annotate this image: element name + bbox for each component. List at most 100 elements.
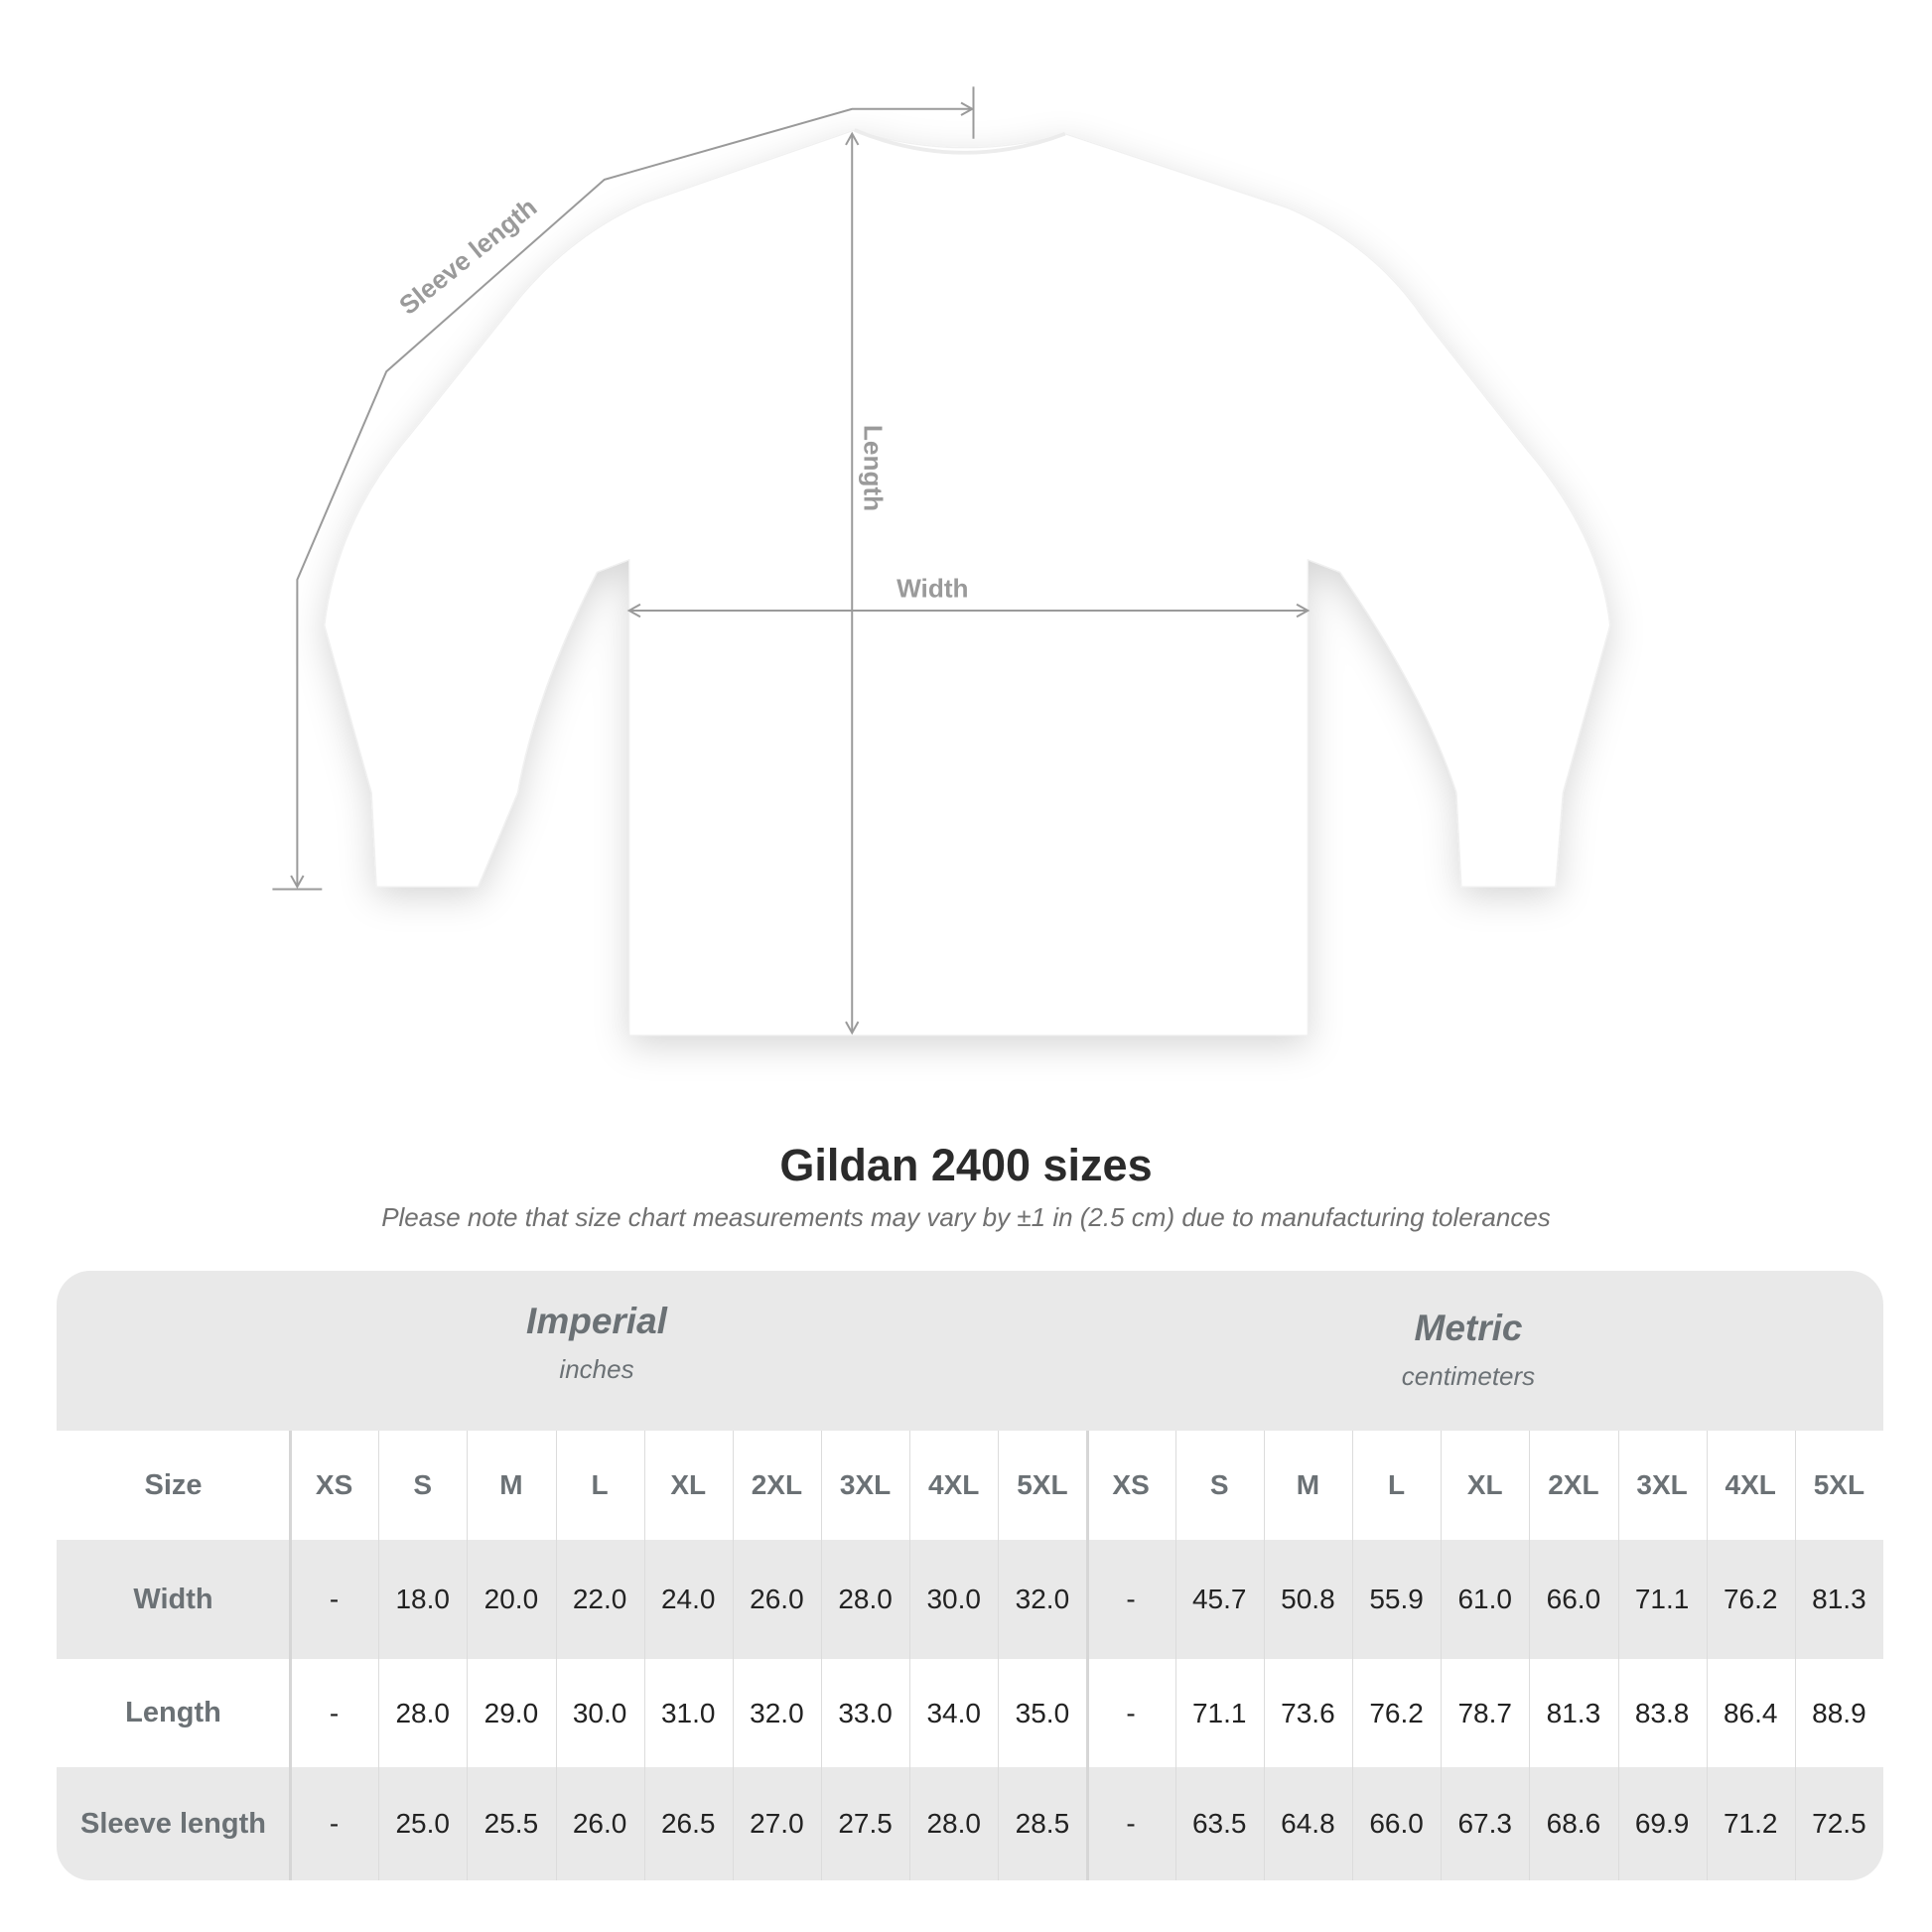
column-divider	[1174, 1431, 1176, 1880]
metric-size-2xl: 2XL	[1548, 1469, 1599, 1500]
metric-value-cell: 55.9	[1369, 1584, 1424, 1614]
imperial-value-cell: 24.0	[660, 1584, 716, 1614]
row-label: Sleeve length	[80, 1807, 266, 1840]
imperial-title: Imperial	[526, 1301, 667, 1341]
imperial-value-cell: 35.0	[1015, 1697, 1070, 1728]
imperial-value-cell: 32.0	[1015, 1584, 1070, 1614]
metric-value-cell: 68.6	[1546, 1808, 1601, 1839]
metric-size-xs: XS	[1112, 1469, 1150, 1500]
column-divider	[909, 1431, 911, 1880]
metric-value-cell: -	[1126, 1697, 1136, 1728]
imperial-value-cell: 33.0	[838, 1697, 893, 1728]
imperial-size-3xl: 3XL	[839, 1469, 892, 1500]
tolerance-note: Please note that size chart measurements…	[381, 1202, 1551, 1232]
row-label: Length	[125, 1697, 221, 1728]
row-band	[57, 1540, 1883, 1659]
column-divider	[378, 1431, 380, 1880]
metric-value-cell: 66.0	[1546, 1584, 1601, 1614]
metric-value-cell: 66.0	[1369, 1808, 1424, 1839]
imperial-size-xs: XS	[315, 1469, 353, 1500]
imperial-value-cell: 30.0	[572, 1697, 627, 1728]
imperial-value-cell: 20.0	[483, 1584, 539, 1614]
imperial-value-cell: 28.0	[838, 1584, 893, 1614]
imperial-size-xl: XL	[670, 1469, 707, 1500]
metric-value-cell: 76.2	[1723, 1584, 1778, 1614]
imperial-value-cell: 26.0	[572, 1808, 627, 1839]
metric-size-3xl: 3XL	[1636, 1469, 1688, 1500]
metric-value-cell: 86.4	[1723, 1697, 1778, 1728]
metric-value-cell: 71.1	[1191, 1697, 1247, 1728]
metric-size-m: M	[1296, 1469, 1320, 1500]
column-divider	[1794, 1431, 1796, 1880]
metric-value-cell: 83.8	[1634, 1697, 1690, 1728]
sleeve-length-measure	[272, 86, 975, 891]
metric-size-l: L	[1388, 1469, 1406, 1500]
imperial-size-4xl: 4XL	[928, 1469, 980, 1500]
imperial-header: Imperial inches	[348, 1301, 845, 1385]
row-band	[57, 1767, 1883, 1880]
column-divider	[1706, 1431, 1708, 1880]
imperial-size-m: M	[499, 1469, 523, 1500]
width-label: Width	[897, 573, 968, 603]
metric-value-cell: 76.2	[1369, 1697, 1424, 1728]
imperial-value-cell: 28.0	[926, 1808, 981, 1839]
metric-value-cell: 61.0	[1457, 1584, 1512, 1614]
imperial-value-cell: 25.0	[395, 1808, 450, 1839]
page-title: Gildan 2400 sizes	[779, 1140, 1153, 1190]
imperial-value-cell: 31.0	[660, 1697, 716, 1728]
metric-value-cell: 63.5	[1191, 1808, 1247, 1839]
column-divider	[1352, 1431, 1353, 1880]
metric-value-cell: 78.7	[1457, 1697, 1512, 1728]
metric-value-cell: 71.1	[1634, 1584, 1690, 1614]
imperial-value-cell: 26.5	[660, 1808, 716, 1839]
imperial-value-cell: 30.0	[926, 1584, 981, 1614]
imperial-value-cell: 29.0	[483, 1697, 539, 1728]
metric-size-xl: XL	[1466, 1469, 1503, 1500]
imperial-size-s: S	[413, 1469, 433, 1500]
imperial-size-l: L	[591, 1469, 609, 1500]
metric-size-s: S	[1209, 1469, 1229, 1500]
column-divider	[467, 1431, 469, 1880]
size-table: Imperial inches Metric centimeters Size X…	[57, 1271, 1883, 1880]
metric-value-cell: 71.2	[1723, 1808, 1778, 1839]
column-divider	[732, 1431, 734, 1880]
metric-value-cell: 81.3	[1546, 1697, 1601, 1728]
imperial-value-cell: 18.0	[395, 1584, 450, 1614]
column-divider	[555, 1431, 557, 1880]
metric-value-cell: 73.6	[1281, 1697, 1335, 1728]
row-label: Width	[133, 1583, 213, 1615]
metric-unit: centimeters	[1401, 1361, 1536, 1391]
imperial-unit: inches	[559, 1354, 634, 1384]
metric-value-cell: -	[1126, 1808, 1136, 1839]
imperial-value-cell: -	[329, 1808, 340, 1839]
column-divider	[1529, 1431, 1531, 1880]
metric-value-cell: -	[1126, 1584, 1136, 1614]
metric-title: Metric	[1414, 1308, 1523, 1348]
column-divider	[1263, 1431, 1265, 1880]
metric-size-5xl: 5XL	[1813, 1469, 1865, 1500]
imperial-size-5xl: 5XL	[1017, 1469, 1068, 1500]
column-divider	[643, 1431, 645, 1880]
imperial-value-cell: 34.0	[926, 1697, 981, 1728]
column-divider	[289, 1431, 292, 1880]
imperial-value-cell: 27.0	[750, 1808, 804, 1839]
metric-value-cell: 88.9	[1812, 1697, 1866, 1728]
column-divider	[1085, 1431, 1089, 1880]
column-divider	[998, 1431, 1000, 1880]
length-label: Length	[859, 425, 889, 511]
imperial-value-cell: 25.5	[483, 1808, 539, 1839]
imperial-value-cell: 27.5	[838, 1808, 893, 1839]
imperial-value-cell: 28.0	[395, 1697, 450, 1728]
imperial-value-cell: 32.0	[750, 1697, 804, 1728]
size-header-label: Size	[144, 1468, 203, 1501]
imperial-value-cell: 26.0	[750, 1584, 804, 1614]
metric-value-cell: 81.3	[1812, 1584, 1866, 1614]
metric-value-cell: 72.5	[1812, 1808, 1866, 1839]
metric-value-cell: 69.9	[1634, 1808, 1690, 1839]
imperial-value-cell: 28.5	[1015, 1808, 1070, 1839]
imperial-value-cell: -	[329, 1697, 340, 1728]
column-divider	[1617, 1431, 1619, 1880]
metric-size-4xl: 4XL	[1725, 1469, 1776, 1500]
imperial-size-2xl: 2XL	[751, 1469, 803, 1500]
